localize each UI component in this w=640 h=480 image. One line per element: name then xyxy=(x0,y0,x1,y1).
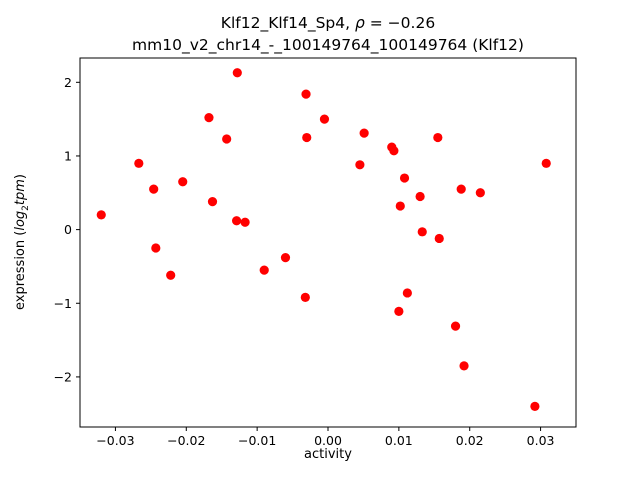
x-tick-label: 0.02 xyxy=(456,433,484,448)
data-point xyxy=(355,160,365,170)
data-point xyxy=(280,252,291,263)
data-point xyxy=(151,243,161,253)
data-point xyxy=(204,113,214,123)
data-point xyxy=(231,216,242,226)
data-point xyxy=(433,132,443,143)
data-point xyxy=(402,288,412,298)
data-point xyxy=(232,68,242,78)
data-point xyxy=(134,158,144,168)
y-tick-label: 0 xyxy=(64,222,72,237)
x-tick-group: −0.03 −0.02 −0.01 0.00 0.01 0.02 0.03 xyxy=(96,427,554,448)
data-point xyxy=(259,265,269,275)
title-suffix: = −0.26 xyxy=(364,14,436,32)
data-point xyxy=(389,146,399,156)
data-point xyxy=(178,177,188,187)
data-point xyxy=(240,217,250,227)
title-prefix: Klf12_Klf14_Sp4, xyxy=(220,14,355,32)
data-point xyxy=(417,227,427,237)
data-point xyxy=(434,233,444,244)
data-point xyxy=(166,270,176,280)
data-point xyxy=(96,210,106,220)
x-tick-label: 0.01 xyxy=(385,433,413,448)
y-tick-label: −1 xyxy=(54,296,72,311)
y-tick-label: 2 xyxy=(64,75,72,90)
data-point xyxy=(415,191,425,202)
x-tick-label: 0.00 xyxy=(314,433,342,448)
data-point xyxy=(319,114,330,124)
data-point xyxy=(301,89,311,99)
data-point xyxy=(399,173,410,183)
x-tick-label: −0.01 xyxy=(238,433,276,448)
x-tick-label: 0.03 xyxy=(527,433,555,448)
data-point xyxy=(222,134,232,144)
scatter-points-group xyxy=(96,68,551,411)
chart-title-line2: mm10_v2_chr14_-_100149764_100149764 (Klf… xyxy=(132,35,524,54)
x-tick-label: −0.02 xyxy=(167,433,205,448)
data-point xyxy=(450,321,461,331)
y-tick-label: 1 xyxy=(64,148,72,163)
data-point xyxy=(359,128,369,138)
data-point xyxy=(394,306,404,316)
data-point xyxy=(300,292,310,302)
data-point xyxy=(149,184,159,194)
data-point xyxy=(395,201,405,211)
data-point xyxy=(541,158,551,168)
y-tick-label: −2 xyxy=(54,369,72,384)
chart-title: Klf12_Klf14_Sp4, ρ = −0.26 mm10_v2_chr14… xyxy=(80,13,576,56)
data-point xyxy=(459,361,469,371)
data-point xyxy=(207,197,218,207)
data-point xyxy=(475,188,485,198)
x-tick-label: −0.03 xyxy=(96,433,134,448)
data-point xyxy=(530,401,540,411)
x-axis-label: activity xyxy=(304,447,352,462)
data-point xyxy=(456,184,466,194)
y-tick-group: −2 −1 0 1 2 xyxy=(54,75,80,384)
data-point xyxy=(302,132,312,143)
axes-spines xyxy=(79,57,577,428)
title-rho-symbol: ρ xyxy=(355,14,365,32)
chart-title-line1: Klf12_Klf14_Sp4, ρ = −0.26 xyxy=(80,13,576,35)
